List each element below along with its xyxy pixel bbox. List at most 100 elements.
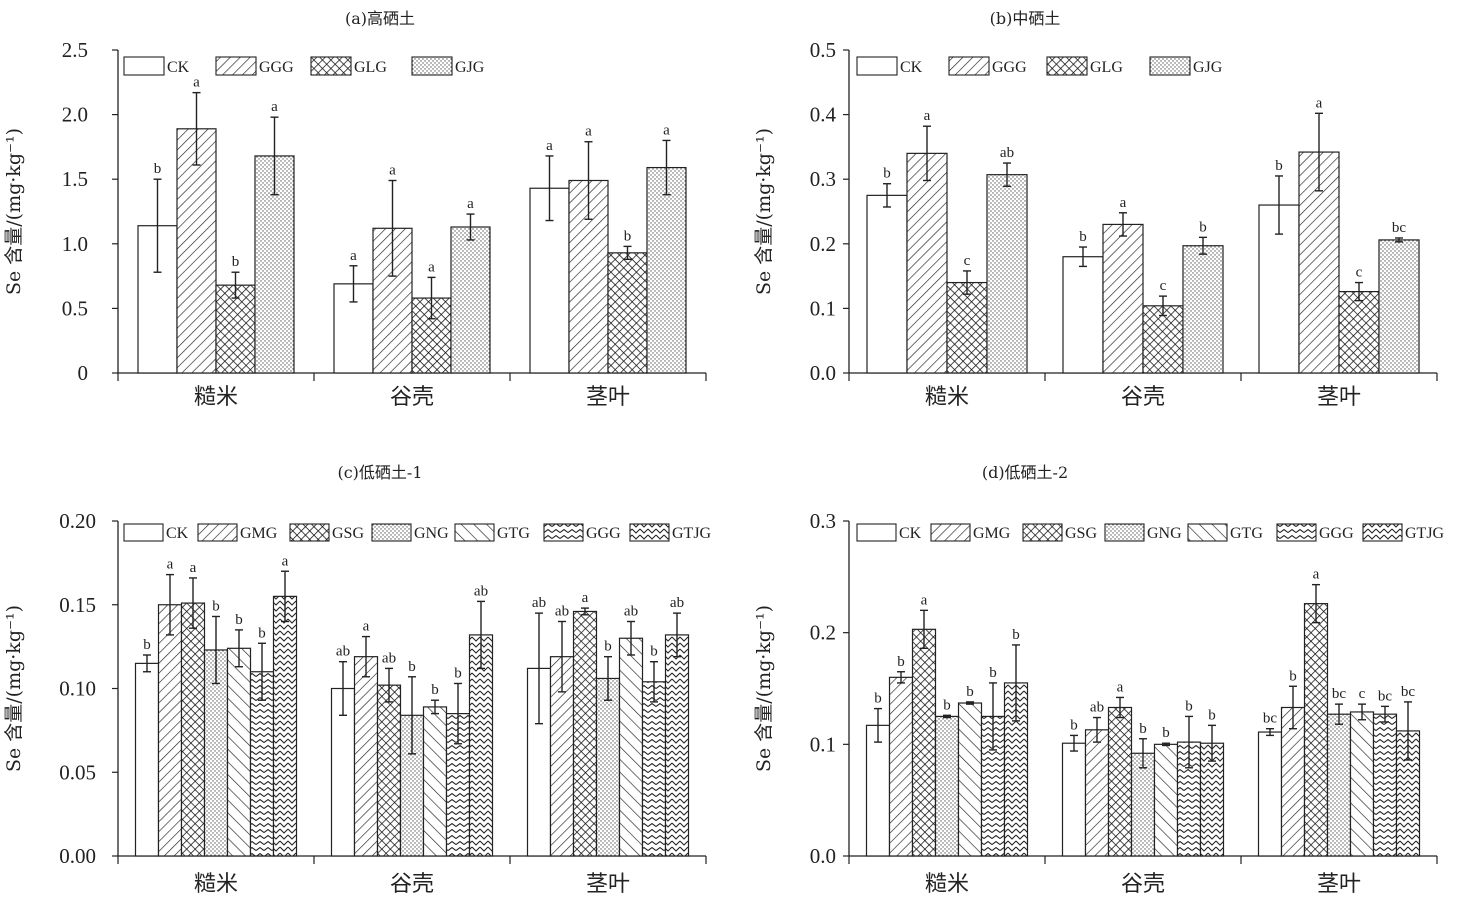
significance-label: a [389, 162, 396, 178]
significance-label: c [964, 253, 971, 269]
y-tick-label: 0.3 [810, 509, 836, 533]
significance-label: ab [1000, 145, 1014, 161]
y-tick-label: 0.10 [59, 677, 96, 701]
significance-label: b [874, 691, 882, 707]
bar [157, 604, 183, 857]
bar [641, 681, 667, 857]
bar [353, 656, 379, 857]
category-label: 茎叶 [586, 872, 630, 897]
chart-title: (b)中硒土 [990, 9, 1061, 28]
significance-label: ab [532, 595, 546, 611]
bar [376, 684, 402, 857]
bar [1084, 729, 1110, 857]
bar [595, 677, 621, 857]
legend-swatch [1187, 523, 1228, 542]
bar [1153, 743, 1179, 857]
bar [1349, 711, 1375, 857]
y-tick-label: 0.0 [810, 361, 836, 385]
significance-label: b [1208, 707, 1216, 723]
legend-swatch [948, 56, 990, 76]
y-tick-label: 0.4 [810, 103, 837, 127]
legend-swatch [856, 56, 898, 76]
bar [664, 634, 690, 857]
bar [422, 706, 448, 857]
legend-label: CK [166, 525, 189, 542]
significance-label: ab [624, 604, 638, 620]
y-axis-label: Se 含量/(mg·kg⁻¹) [753, 128, 775, 295]
y-tick-label: 0.1 [810, 296, 836, 320]
significance-label: ab [336, 644, 350, 660]
significance-label: a [1117, 679, 1124, 695]
y-tick-label: 0.0 [810, 844, 836, 868]
bar [866, 194, 908, 374]
legend-swatch [123, 523, 164, 542]
significance-label: ab [670, 595, 684, 611]
chart-panel: (a)高硒土 Se 含量/(mg·kg⁻¹) 0 0.5 1.0 1.5 2.0 2.5 糙米 b… [3, 9, 707, 410]
significance-label: b [408, 659, 416, 675]
legend-label: GLG [1090, 59, 1123, 76]
significance-label: c [1359, 686, 1366, 702]
chart-title: (a)高硒土 [345, 9, 415, 28]
legend-label: GNG [414, 525, 449, 542]
significance-label: b [1185, 698, 1193, 714]
y-axis-label: Se 含量/(mg·kg⁻¹) [753, 605, 775, 772]
legend-swatch [454, 523, 495, 542]
legend-label: GJG [455, 59, 485, 76]
legend-label: GTJG [672, 525, 712, 542]
significance-label: b [897, 654, 905, 670]
significance-label: ab [555, 604, 569, 620]
significance-label: bc [1378, 688, 1393, 704]
significance-label: a [190, 560, 197, 576]
bar [1280, 706, 1306, 857]
y-tick-label: 0 [78, 361, 89, 385]
category-label: 谷壳 [1121, 385, 1165, 410]
significance-label: b [989, 665, 997, 681]
chart-panel: (b)中硒土 Se 含量/(mg·kg⁻¹) 0.0 0.1 0.2 0.3 0.4 0.5 糙… [753, 9, 1438, 410]
significance-label: a [1316, 95, 1323, 111]
significance-label: c [1160, 278, 1167, 294]
y-tick-label: 0.2 [810, 621, 836, 645]
significance-label: a [282, 553, 289, 569]
bar [906, 152, 948, 374]
legend-label: GLG [354, 59, 387, 76]
significance-label: b [1275, 158, 1283, 174]
significance-label: c [1356, 265, 1363, 281]
category-label: 茎叶 [1317, 385, 1361, 410]
legend-label: GTG [1230, 525, 1263, 542]
significance-label: ab [474, 583, 488, 599]
legend-swatch [930, 523, 971, 542]
significance-label: a [585, 124, 592, 140]
bar [911, 628, 937, 857]
legend-label: GJG [1193, 59, 1223, 76]
category-label: 茎叶 [1317, 872, 1361, 897]
legend-swatch [411, 56, 453, 76]
y-tick-label: 0.5 [62, 296, 88, 320]
legend-swatch [371, 523, 412, 542]
legend-swatch [543, 523, 584, 542]
significance-label: b [624, 228, 632, 244]
chart-panel: (d)低硒土-2Se 含量/(mg·kg⁻¹)0.00.10.20.3糙米bba… [753, 463, 1445, 897]
significance-label: a [467, 196, 474, 212]
significance-label: bc [1332, 686, 1347, 702]
legend-swatch [856, 523, 897, 542]
bar [1303, 603, 1329, 857]
y-tick-label: 0.05 [59, 760, 96, 784]
legend-label: CK [900, 59, 923, 76]
significance-label: b [650, 644, 658, 660]
significance-label: b [154, 161, 162, 177]
y-tick-label: 2.0 [62, 103, 88, 127]
bar [572, 610, 598, 857]
significance-label: a [582, 590, 589, 606]
y-axis-label: Se 含量/(mg·kg⁻¹) [3, 605, 25, 772]
significance-label: bc [1401, 684, 1416, 700]
significance-label: a [663, 122, 670, 138]
bar [934, 715, 960, 857]
y-axis-label: Se 含量/(mg·kg⁻¹) [3, 128, 25, 295]
legend-swatch [1104, 523, 1145, 542]
y-tick-label: 1.0 [62, 232, 88, 256]
significance-label: b [1162, 725, 1170, 741]
legend-swatch [197, 523, 238, 542]
significance-label: b [1070, 717, 1078, 733]
y-tick-label: 2.5 [62, 38, 88, 62]
bar [1338, 291, 1380, 374]
